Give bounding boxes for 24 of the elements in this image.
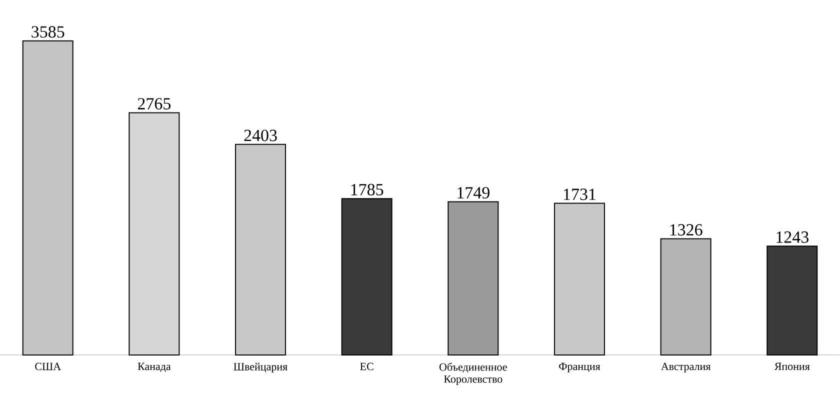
data-label: 1749 xyxy=(458,187,490,199)
bar xyxy=(766,246,818,356)
data-label: 1326 xyxy=(670,224,702,236)
bar xyxy=(448,201,499,356)
x-tick-label: США xyxy=(35,362,61,370)
x-tick-label: Франция xyxy=(559,362,600,372)
bar xyxy=(554,202,605,356)
x-tick-label: Япония xyxy=(774,362,810,370)
x-tick-label: Швейцария xyxy=(234,362,288,373)
data-label: 1731 xyxy=(564,188,596,200)
data-label: 1785 xyxy=(351,184,384,196)
data-label: 1243 xyxy=(776,231,808,243)
data-label: 2765 xyxy=(138,98,171,110)
bar xyxy=(341,198,392,356)
bar xyxy=(235,144,286,356)
data-label: 3585 xyxy=(32,26,64,38)
data-label: 2403 xyxy=(244,130,277,142)
bar xyxy=(128,112,180,356)
x-tick-label: Австралия xyxy=(661,362,711,372)
x-tick-label: ЕС xyxy=(360,362,374,370)
bar xyxy=(660,238,712,356)
x-tick-label: Объединенное Королевство xyxy=(440,362,507,385)
x-tick-label: Канада xyxy=(138,362,171,372)
bar xyxy=(22,40,74,356)
